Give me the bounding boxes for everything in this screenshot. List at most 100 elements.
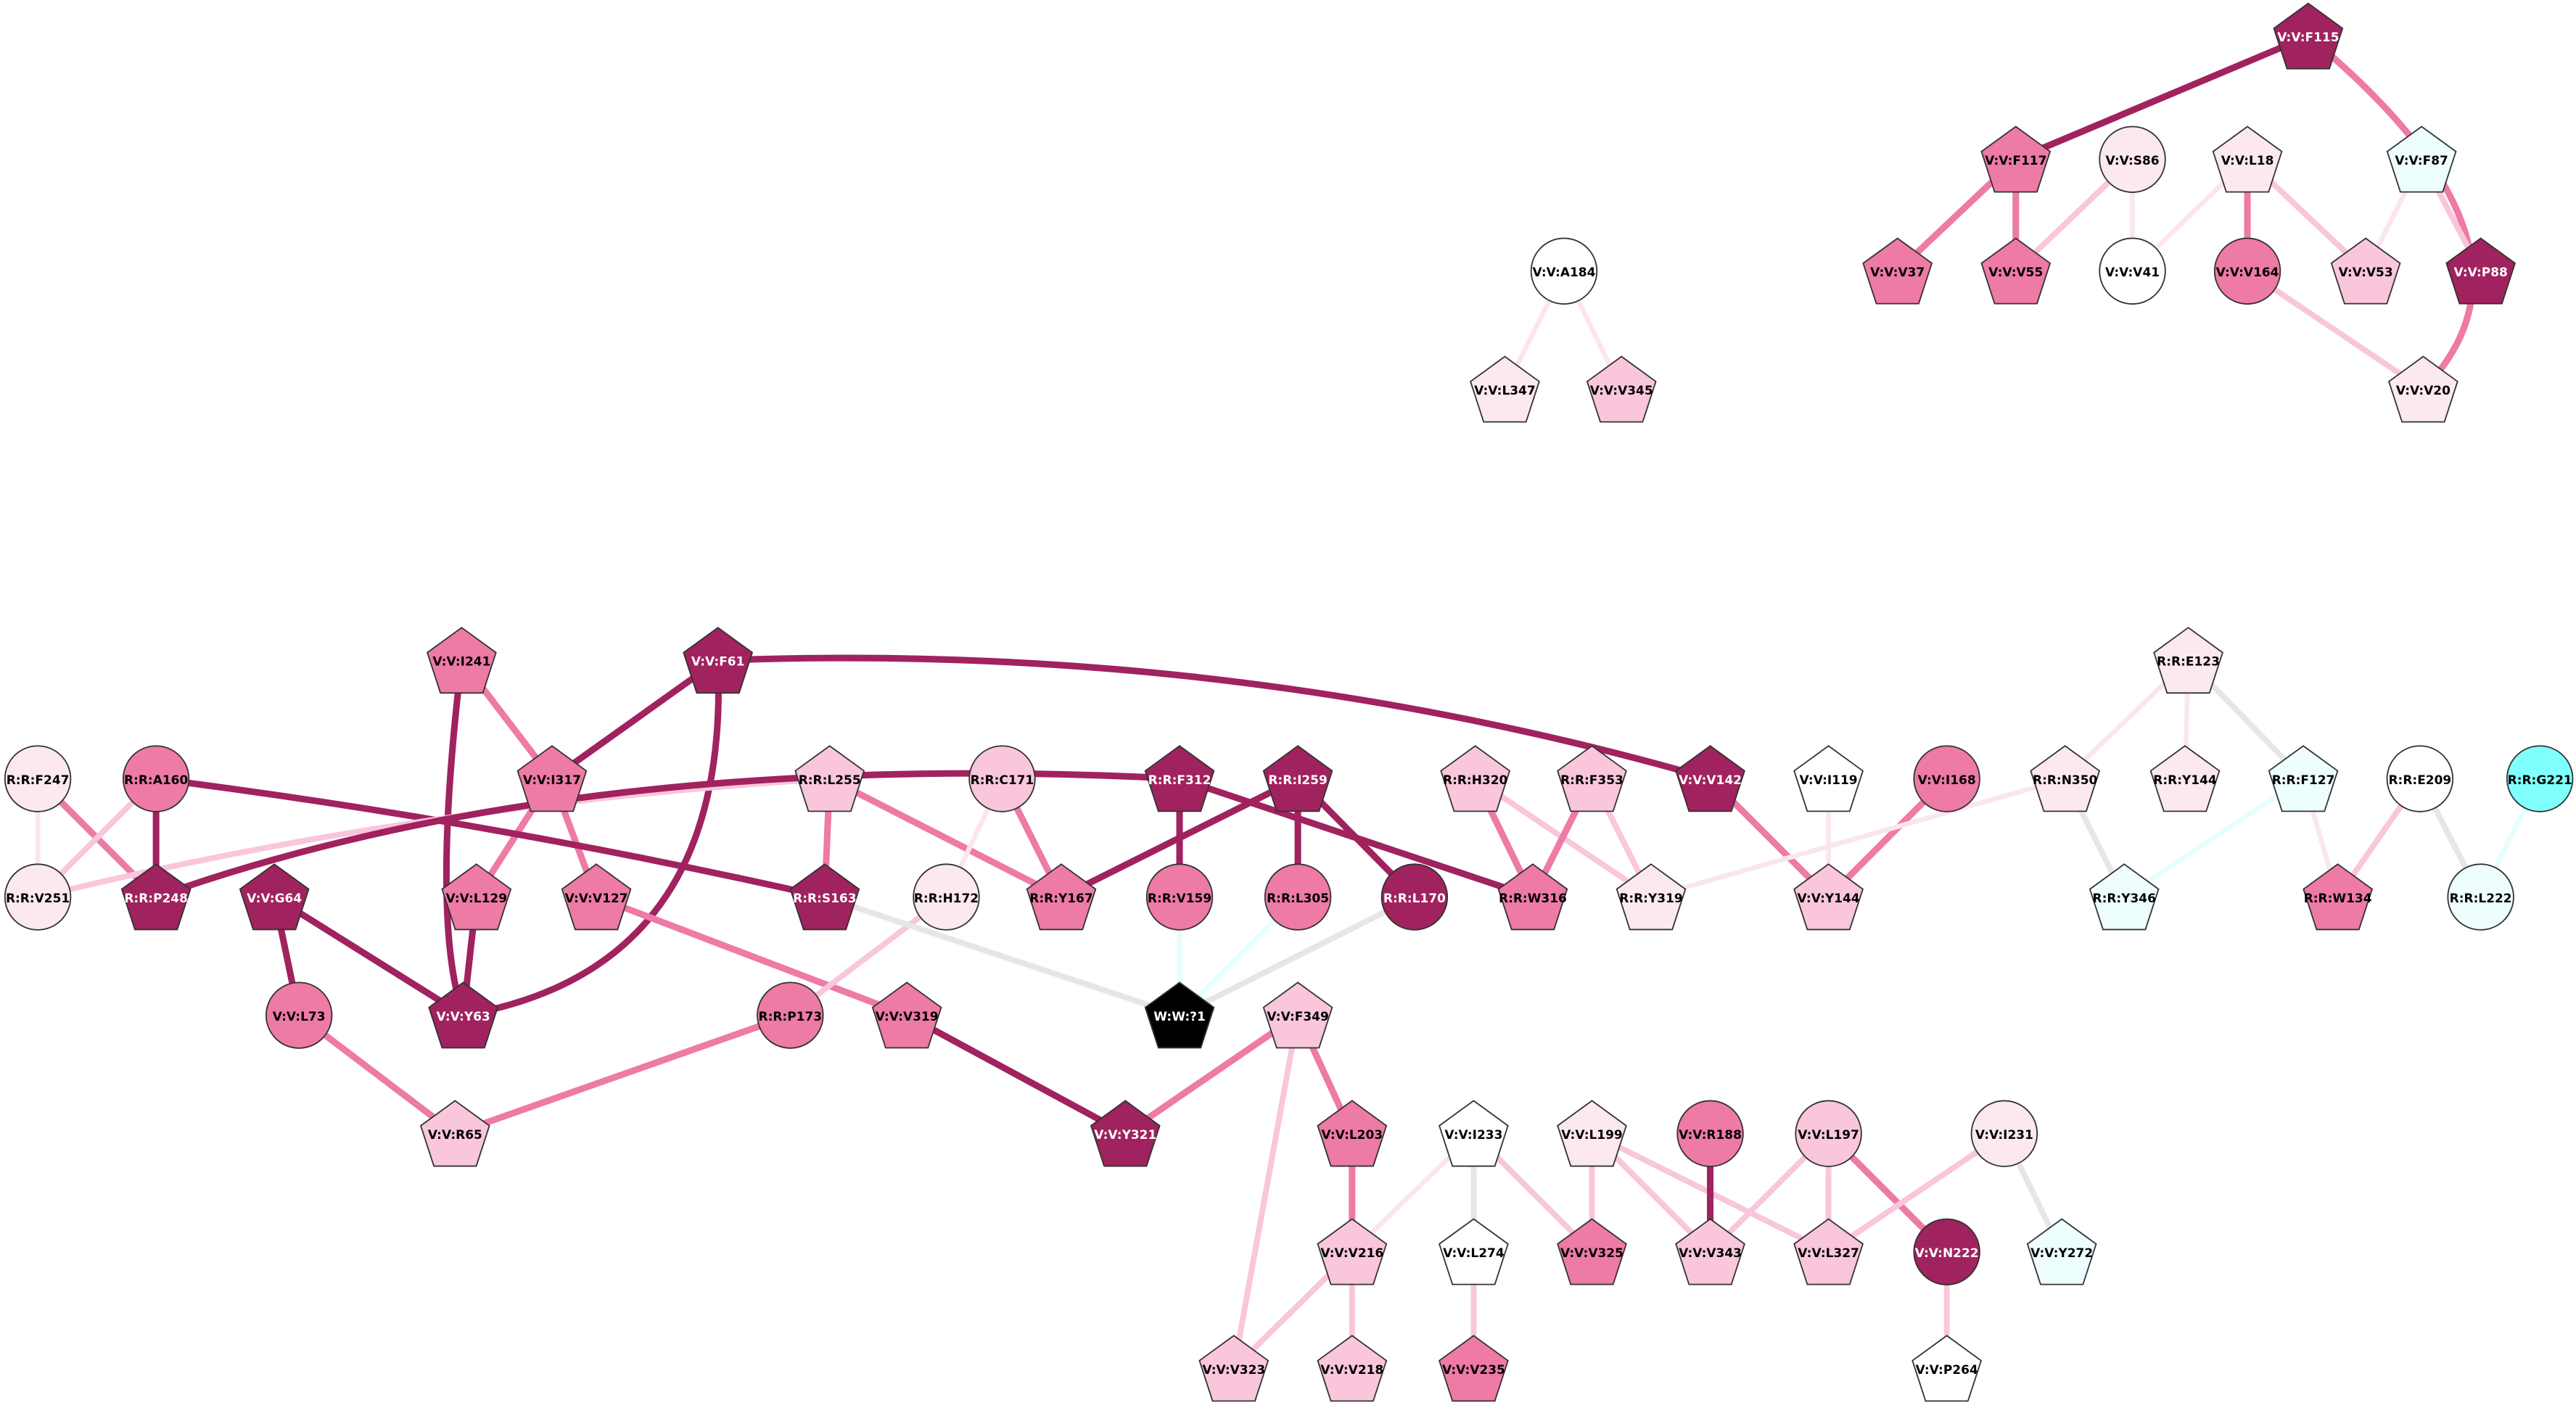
node: V:V:I119 <box>1793 745 1864 812</box>
node: V:V:P88 <box>2445 237 2517 305</box>
node-pentagon <box>1262 745 1333 812</box>
node-label: V:V:I231 <box>1975 1128 2033 1143</box>
node-circle <box>968 745 1036 812</box>
node-pentagon <box>2026 1218 2097 1285</box>
node-label: R:R:E209 <box>2388 773 2451 788</box>
node: V:V:L73 <box>265 981 333 1049</box>
node: V:V:A184 <box>1530 237 1598 305</box>
node-circle <box>122 745 190 812</box>
edge <box>828 775 1063 900</box>
node-label: V:V:V164 <box>2216 265 2279 280</box>
node: R:R:L222 <box>2447 863 2514 931</box>
node-label: R:R:I259 <box>1268 773 1327 788</box>
node-circle <box>265 981 333 1049</box>
node-label: R:R:H172 <box>914 892 979 906</box>
node-pentagon <box>2212 125 2283 193</box>
node: V:V:F61 <box>683 627 754 694</box>
node: R:R:P248 <box>120 863 192 931</box>
edge <box>462 660 722 1019</box>
node-pentagon <box>2089 863 2160 931</box>
node-label: V:V:Y144 <box>1798 892 1860 906</box>
node-label: V:V:N222 <box>1915 1246 1979 1261</box>
node-label: V:V:I119 <box>1800 773 1858 788</box>
node: V:V:L347 <box>1470 355 1540 423</box>
node-pentagon <box>1470 355 1540 423</box>
node-pentagon <box>426 627 497 694</box>
edge <box>2123 776 2305 899</box>
node-label: R:R:L255 <box>799 773 861 788</box>
node: V:V:I317 <box>517 745 588 812</box>
node: R:R:Y346 <box>2089 863 2160 931</box>
node-label: R:R:P248 <box>124 892 188 906</box>
node-label: V:V:L274 <box>1443 1246 1505 1261</box>
node: V:V:I231 <box>1970 1100 2038 1167</box>
node-pentagon <box>1557 745 1627 812</box>
node-circle <box>1530 237 1598 305</box>
node-label: R:R:F312 <box>1148 773 1211 788</box>
node-circle <box>1795 1100 1862 1167</box>
node: R:R:E209 <box>2386 745 2454 812</box>
node-label: R:R:F353 <box>1560 773 1624 788</box>
node-label: V:V:V235 <box>1442 1363 1505 1378</box>
node: R:R:Y167 <box>1026 863 1097 931</box>
node-pentagon <box>1198 1335 1270 1402</box>
node-label: V:V:R65 <box>428 1128 482 1143</box>
node-circle <box>4 863 72 931</box>
node-label: V:V:P88 <box>2453 265 2507 280</box>
node-label: R:R:F247 <box>7 773 70 788</box>
node: V:V:V343 <box>1675 1218 1745 1285</box>
node-label: R:R:V159 <box>1148 892 1211 906</box>
node-pentagon <box>1144 745 1215 812</box>
node: R:R:G221 <box>2506 745 2574 812</box>
node-label: R:R:G221 <box>2508 773 2572 788</box>
edge <box>905 1012 1127 1137</box>
edge <box>717 654 1711 782</box>
node-pentagon <box>1439 1335 1509 1402</box>
node-label: V:V:R188 <box>1679 1128 1742 1143</box>
node-pentagon <box>794 745 865 812</box>
node: V:V:V55 <box>1980 237 2052 305</box>
node-pentagon <box>871 981 942 1049</box>
node-pentagon <box>561 863 632 931</box>
node-circle <box>4 745 72 812</box>
node: V:V:V41 <box>2099 237 2166 305</box>
node-label: V:V:V218 <box>1320 1363 1383 1378</box>
node: V:V:Y144 <box>1793 863 1864 931</box>
edge <box>155 775 826 901</box>
node-pentagon <box>120 863 192 931</box>
node-label: R:R:Y346 <box>2093 892 2156 906</box>
node-pentagon <box>2273 2 2344 70</box>
node: R:R:W316 <box>1497 863 1568 931</box>
node: V:V:F117 <box>1980 125 2052 193</box>
edge <box>1059 775 1300 900</box>
node-label: V:V:V343 <box>1679 1246 1742 1261</box>
node: V:V:I233 <box>1439 1100 1509 1167</box>
node-pentagon <box>239 863 310 931</box>
node: V:V:L18 <box>2212 125 2283 193</box>
node-pentagon <box>1980 237 2052 305</box>
node: V:V:S86 <box>2099 125 2166 193</box>
node: V:V:Y321 <box>1090 1100 1161 1167</box>
node: V:V:V218 <box>1317 1335 1388 1402</box>
node-label: V:V:F87 <box>2395 154 2448 168</box>
node: R:R:L255 <box>794 745 865 812</box>
node-pentagon <box>1793 745 1864 812</box>
node: R:R:V251 <box>4 863 72 931</box>
node: V:V:R188 <box>1676 1100 1744 1167</box>
node-pentagon <box>1557 1100 1627 1167</box>
node-pentagon <box>1675 1218 1745 1285</box>
node-label: R:R:W134 <box>2304 892 2372 906</box>
node: R:R:P173 <box>757 981 824 1049</box>
node: V:V:V53 <box>2330 237 2401 305</box>
node: V:V:F87 <box>2386 125 2457 193</box>
node-circle <box>1676 1100 1744 1167</box>
node-label: V:V:A184 <box>1533 265 1596 280</box>
node-label: V:V:V53 <box>2339 265 2393 280</box>
node-label: R:R:S163 <box>793 892 856 906</box>
node-label: V:V:V325 <box>1560 1246 1624 1261</box>
node-pentagon <box>2387 355 2458 423</box>
node-label: V:V:I233 <box>1444 1128 1502 1143</box>
node: V:V:Y272 <box>2026 1218 2097 1285</box>
node: R:R:F312 <box>1144 745 1215 812</box>
edge <box>1178 894 1416 1018</box>
